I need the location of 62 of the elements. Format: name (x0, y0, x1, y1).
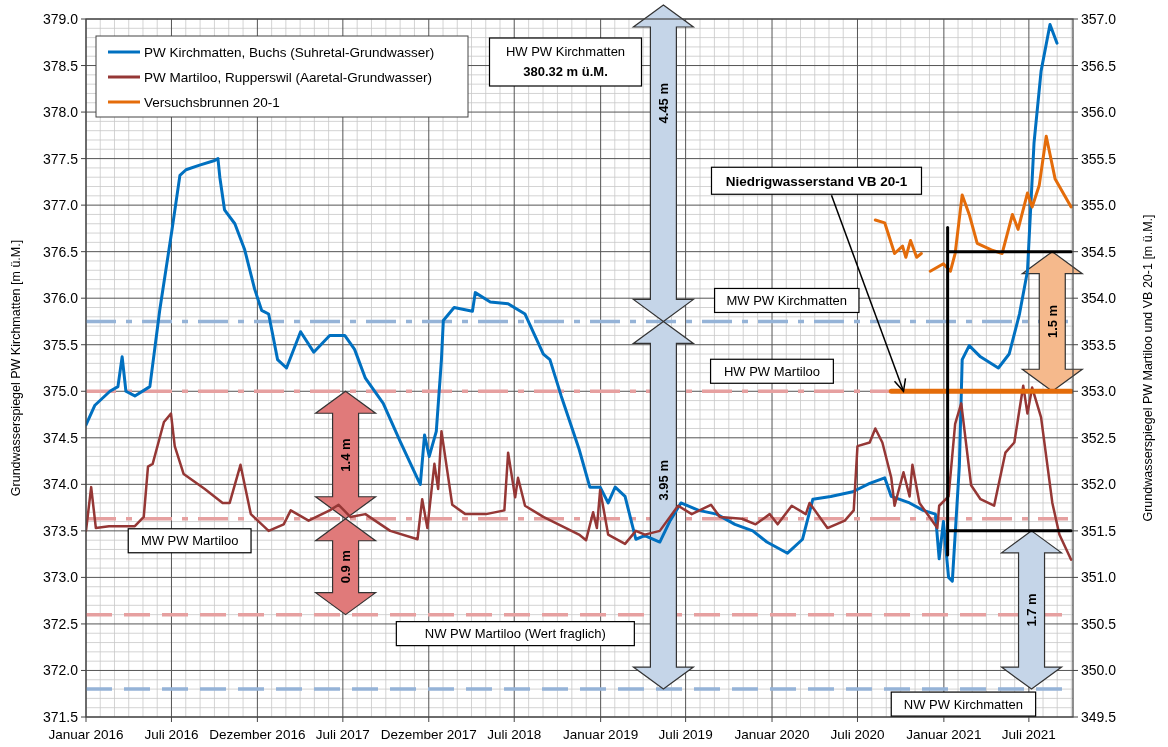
x-tick-label: Juli 2019 (658, 727, 713, 742)
y-tick-label: 379.0 (42, 11, 79, 27)
y-tick-label: 373.0 (42, 569, 79, 586)
y2-axis-title: Grundwasserspiegel PW Martiloo und VB 20-1 [m ü.M.] (1141, 214, 1155, 522)
y2-tick-label: 356.5 (1081, 57, 1117, 74)
y2-tick-label: 349.5 (1081, 709, 1117, 725)
y2-tick-label: 350.5 (1081, 615, 1117, 632)
y2-tick-label: 355.5 (1081, 150, 1117, 167)
x-tick-label: Juli 2017 (315, 727, 370, 742)
y-tick-label: 372.5 (42, 615, 79, 632)
y-tick-label: 371.5 (42, 709, 79, 725)
annotation: 1.7 m (1024, 593, 1040, 627)
y2-tick-label: 351.5 (1081, 522, 1117, 539)
ref-line-label: MW PW Martiloo (140, 533, 239, 549)
annotation: 4.45 m (655, 82, 671, 124)
annotation: HW PW Kirchmatten 380.32 m ü.M. (505, 44, 626, 79)
y-tick-label: 378.0 (42, 104, 79, 121)
y-tick-label: 374.5 (42, 429, 79, 446)
y2-tick-label: 357.0 (1081, 11, 1117, 27)
y-tick-label: 372.0 (42, 662, 79, 679)
y2-tick-label: 352.0 (1081, 476, 1117, 493)
y2-tick-label: 356.0 (1081, 104, 1117, 121)
y2-tick-label: 355.0 (1081, 197, 1117, 214)
y-tick-label: 375.5 (42, 336, 79, 353)
y2-tick-label: 350.0 (1081, 662, 1117, 679)
x-tick-label: Juli 2020 (830, 727, 885, 742)
y2-tick-label: 354.0 (1081, 290, 1117, 307)
y-tick-label: 376.5 (42, 243, 79, 260)
x-tick-label: Dezember 2016 (209, 727, 306, 742)
x-tick-label: Juli 2016 (144, 727, 199, 742)
y-tick-label: 374.0 (42, 476, 79, 493)
x-tick-label: Dezember 2017 (380, 727, 477, 742)
y2-tick-label: 352.5 (1081, 429, 1117, 446)
y2-tick-label: 353.5 (1081, 336, 1117, 353)
legend-label: PW Martiloo, Rupperswil (Aaretal-Grundwasser) (144, 69, 433, 85)
legend-label: Versuchsbrunnen 20-1 (144, 94, 280, 110)
x-tick-label: Juli 2018 (487, 727, 542, 742)
x-tick-label: Januar 2020 (734, 727, 810, 742)
legend-label: PW Kirchmatten, Buchs (Suhretal-Grundwasser) (144, 44, 435, 60)
ref-line-label: MW PW Kirchmatten (726, 292, 848, 308)
annotation: 3.95 m (655, 460, 671, 501)
ref-line-label: NW PW Martiloo (Wert fraglich) (424, 626, 606, 642)
ref-line-label: HW PW Martiloo (723, 363, 820, 379)
x-tick-label: Januar 2021 (906, 727, 982, 742)
x-tick-label: Juli 2021 (1001, 727, 1056, 742)
y-axis-title: Grundwasserspiegel PW Kirchmatten [m ü.M.] (9, 239, 23, 497)
x-tick-label: Januar 2016 (48, 727, 124, 742)
y-tick-label: 377.5 (42, 150, 79, 167)
x-tick-label: Januar 2019 (563, 727, 639, 742)
ref-line-label: NW PW Kirchmatten (903, 696, 1024, 712)
annotation: 1.5 m (1044, 304, 1060, 339)
y-tick-label: 375.0 (42, 383, 79, 400)
y-tick-label: 378.5 (42, 57, 79, 74)
annotation: Niedrigwasserstand VB 20-1 (725, 173, 908, 189)
y-tick-label: 377.0 (42, 197, 79, 214)
y-tick-label: 373.5 (42, 522, 79, 539)
y2-tick-label: 351.0 (1081, 569, 1117, 586)
y2-tick-label: 353.0 (1081, 383, 1117, 400)
annotation: 0.9 m (338, 550, 354, 584)
annotation: 1.4 m (338, 438, 354, 472)
y2-tick-label: 354.5 (1081, 243, 1117, 260)
y-tick-label: 376.0 (42, 290, 79, 307)
